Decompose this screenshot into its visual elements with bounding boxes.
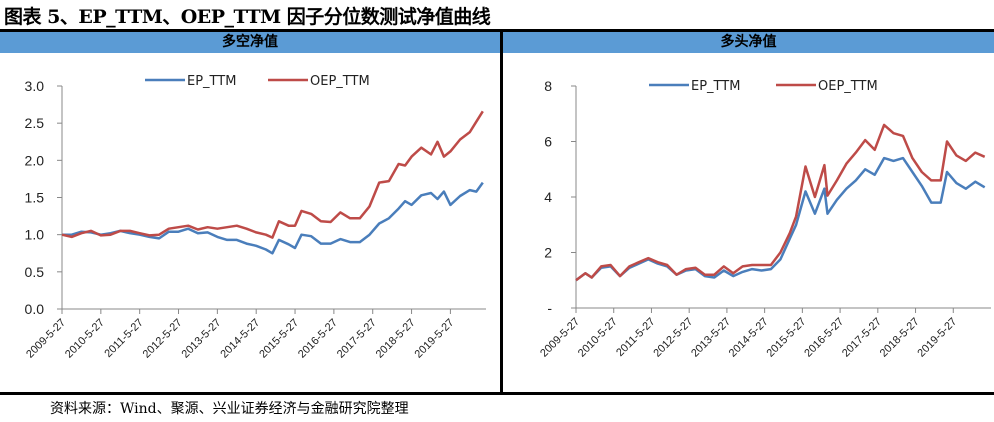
series-line-oep_ttm bbox=[575, 123, 986, 282]
legend-label-ep_ttm: EP_TTM bbox=[691, 79, 740, 94]
x-tick-label: 2009-5-27 bbox=[538, 316, 582, 360]
y-tick-label: 0.0 bbox=[25, 301, 45, 317]
x-tick-label: 2012-5-27 bbox=[141, 317, 185, 361]
y-tick-label: 1.0 bbox=[25, 227, 45, 243]
x-tick-label: 2015-5-27 bbox=[257, 317, 301, 361]
y-tick-label: 2.0 bbox=[25, 152, 45, 168]
y-tick-label: 3.0 bbox=[25, 78, 45, 94]
y-tick-label: 6 bbox=[544, 134, 552, 150]
x-tick-label: 2017-5-27 bbox=[335, 317, 379, 361]
legend-label-oep_ttm: OEP_TTM bbox=[310, 74, 370, 89]
panel-divider bbox=[500, 30, 503, 394]
series-line-ep_ttm bbox=[62, 181, 484, 255]
y-tick-label: 0.5 bbox=[25, 264, 45, 280]
x-tick-label: 2018-5-27 bbox=[374, 317, 418, 361]
legend-label-ep_ttm: EP_TTM bbox=[187, 74, 236, 89]
series-line-oep_ttm bbox=[61, 110, 484, 239]
y-tick-label: 2.5 bbox=[25, 115, 45, 131]
panel-header-long-short: 多空净值 bbox=[0, 32, 500, 53]
y-tick-label: 8 bbox=[544, 78, 552, 94]
x-tick-label: 2010-5-27 bbox=[63, 317, 107, 361]
x-tick-label: 2014-5-27 bbox=[727, 316, 771, 360]
x-tick-label: 2011-5-27 bbox=[102, 317, 145, 360]
x-tick-label: 2019-5-27 bbox=[915, 316, 959, 360]
x-tick-label: 2018-5-27 bbox=[878, 316, 922, 360]
x-tick-label: 2009-5-27 bbox=[24, 317, 68, 361]
x-tick-label: 2016-5-27 bbox=[802, 316, 846, 360]
y-tick-label: - bbox=[547, 300, 552, 316]
panel-header-long-only: 多头净值 bbox=[503, 32, 994, 53]
figure-frame bbox=[0, 29, 994, 395]
x-tick-label: 2019-5-27 bbox=[413, 317, 457, 361]
x-tick-label: 2013-5-27 bbox=[180, 317, 224, 361]
x-tick-label: 2016-5-27 bbox=[296, 317, 340, 361]
source-note: 资料来源：Wind、聚源、兴业证券经济与金融研究院整理 bbox=[50, 401, 409, 417]
x-tick-label: 2010-5-27 bbox=[576, 316, 620, 360]
x-tick-label: 2012-5-27 bbox=[651, 316, 695, 360]
legend-label-oep_ttm: OEP_TTM bbox=[818, 79, 878, 94]
y-tick-label: 2 bbox=[544, 245, 552, 261]
x-tick-label: 2017-5-27 bbox=[840, 316, 884, 360]
x-tick-label: 2014-5-27 bbox=[218, 317, 262, 361]
x-tick-label: 2011-5-27 bbox=[614, 316, 657, 359]
x-tick-label: 2015-5-27 bbox=[765, 316, 809, 360]
y-tick-label: 4 bbox=[544, 189, 552, 205]
y-tick-label: 1.5 bbox=[25, 190, 45, 206]
x-tick-label: 2013-5-27 bbox=[689, 316, 733, 360]
figure-title: 图表 5、EP_TTM、OEP_TTM 因子分位数测试净值曲线 bbox=[4, 6, 491, 28]
